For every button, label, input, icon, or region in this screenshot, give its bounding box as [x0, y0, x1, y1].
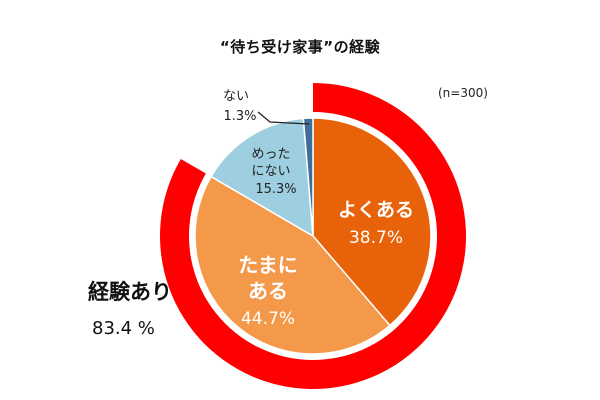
- slice-label-2b: ある: [248, 279, 288, 303]
- pie-slice-2: [194, 175, 391, 355]
- slice-label-4: ない: [223, 89, 249, 104]
- slice-label-2a: たまに: [238, 253, 297, 277]
- experience-group-value: 83.4 %: [92, 318, 155, 339]
- sample-size-label: (n=300): [438, 86, 488, 100]
- experience-group-label: 経験あり: [88, 280, 172, 304]
- slice-label-1: よくある: [338, 199, 414, 221]
- pie-slice-3: [210, 117, 314, 238]
- slice-value-3: 15.3%: [255, 182, 296, 197]
- slice-value-4: 1.3%: [223, 109, 256, 124]
- slice-label-3b: にない: [251, 164, 290, 179]
- slice-label-3a: めった: [251, 147, 290, 162]
- slice-layer: [194, 117, 432, 355]
- pie-slice-1: [312, 117, 432, 327]
- slice-value-2: 44.7%: [241, 309, 295, 329]
- pie-slice-4: [302, 117, 314, 237]
- chart-title: “待ち受け家事”の経験: [219, 38, 381, 56]
- slice-4-leader-line: [257, 111, 310, 125]
- slice-value-1: 38.7%: [349, 228, 403, 248]
